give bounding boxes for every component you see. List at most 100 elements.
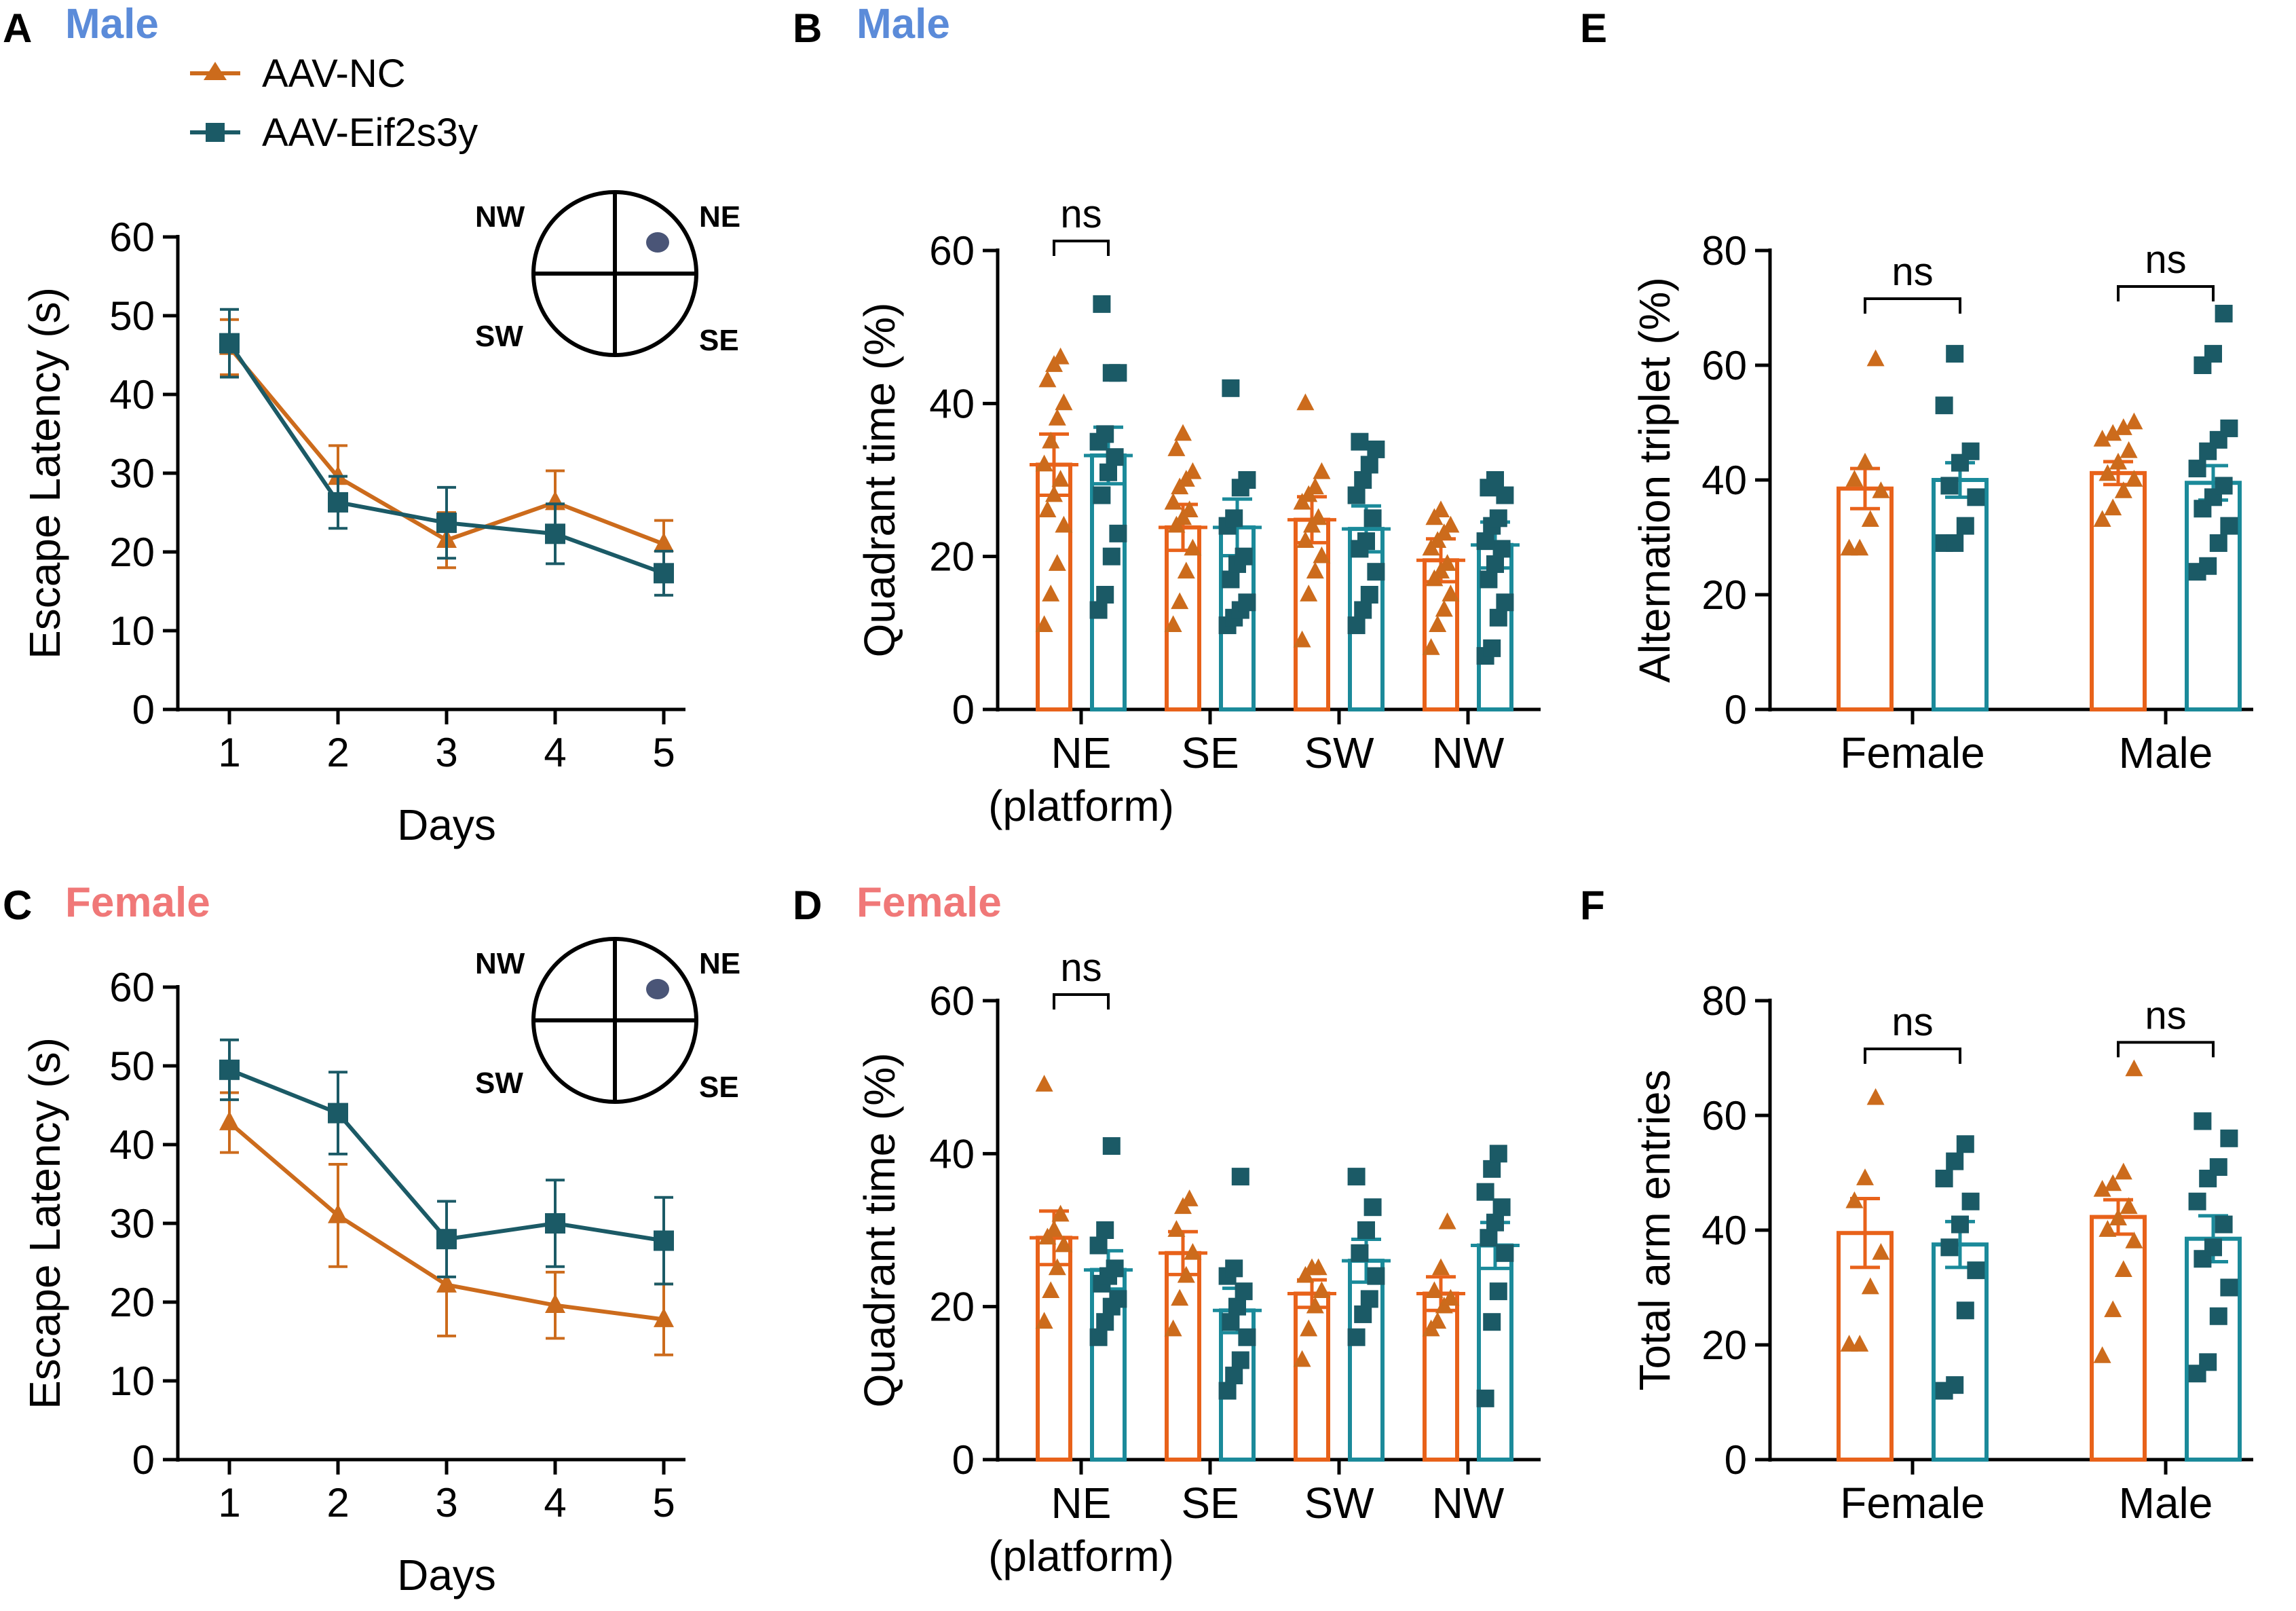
data-point [1432, 1258, 1450, 1276]
aav-eif2s3y-bar-group [1471, 1145, 1520, 1462]
significance-bracket: ns [2117, 993, 2215, 1058]
data-point [2188, 460, 2206, 478]
data-point [1177, 1265, 1195, 1283]
data-point [219, 1111, 240, 1130]
y-tick-label: 80 [1701, 228, 1747, 274]
data-point [1184, 1242, 1202, 1260]
y-axis-label: Quadrant time (%) [855, 1053, 904, 1408]
aav-eif2s3y-bar-group [1342, 432, 1391, 712]
x-tick-label: 5 [652, 730, 675, 775]
data-point [1851, 1335, 1869, 1352]
maze-sw-label: SW [475, 320, 523, 353]
data-point [1496, 486, 1514, 504]
data-point [1940, 1238, 1959, 1257]
data-point [545, 1213, 565, 1234]
y-tick-label: 30 [109, 451, 155, 496]
data-point [1961, 442, 1980, 460]
data-point [436, 513, 457, 534]
data-point [2093, 1180, 2111, 1197]
y-tick-label: 40 [929, 1131, 975, 1177]
series-aav-eif2s3y [219, 1038, 674, 1286]
data-point [1231, 1168, 1249, 1186]
data-point [545, 1293, 565, 1314]
aav-nc-bar-group [1159, 1189, 1207, 1462]
data-point [1300, 585, 1318, 601]
data-point [1946, 1152, 1964, 1170]
data-point [219, 1059, 240, 1080]
data-point [1164, 1319, 1182, 1337]
maze-nw-label: NW [475, 947, 525, 980]
x-tick-label: SW [1304, 728, 1374, 777]
aav-nc-bar-group [1837, 349, 1894, 711]
data-point [1035, 1075, 1053, 1092]
y-tick-label: 40 [109, 372, 155, 418]
data-point [1218, 1382, 1237, 1400]
data-point [2220, 1129, 2238, 1147]
data-point [1492, 1198, 1511, 1217]
data-point [1496, 593, 1514, 612]
data-point [1480, 570, 1498, 589]
data-point [1238, 1328, 1256, 1346]
data-point [1225, 1259, 1243, 1278]
data-point [1360, 586, 1378, 604]
data-point [2114, 1260, 2132, 1278]
data-point [1347, 486, 1366, 504]
legend: AAV-NC AAV-Eif2s3y [190, 52, 478, 155]
data-point [654, 563, 674, 584]
data-point [1429, 615, 1447, 632]
data-point [1489, 608, 1507, 627]
data-point [2209, 534, 2227, 552]
bar [1294, 517, 1330, 711]
legend-eif-marker [206, 123, 225, 142]
significance-label: ns [2145, 238, 2186, 282]
maze-ne-label: NE [699, 200, 740, 234]
data-point [1096, 1313, 1114, 1331]
data-point [1238, 593, 1256, 612]
data-point [1429, 1312, 1447, 1329]
bar [2090, 470, 2147, 711]
data-point [1167, 439, 1186, 456]
y-tick-label: 40 [1701, 458, 1747, 503]
data-point [654, 1308, 674, 1327]
x-tick-label: SW [1304, 1479, 1374, 1527]
data-point [2220, 419, 2238, 437]
significance-label: ns [1892, 1000, 1933, 1044]
data-point [1492, 540, 1511, 558]
data-point [1035, 454, 1053, 472]
significance-label: ns [1060, 946, 1102, 990]
y-tick-label: 10 [109, 608, 155, 654]
x-tick-label: SE [1181, 1479, 1239, 1527]
data-point [1048, 1258, 1066, 1276]
data-point [1476, 1183, 1494, 1201]
data-point [1306, 561, 1324, 579]
y-tick-label: 0 [132, 687, 155, 733]
data-point [1935, 396, 1953, 415]
data-point [2099, 464, 2117, 481]
x-tick-sublabel: (platform) [988, 1532, 1174, 1580]
data-point [1476, 532, 1494, 551]
data-point [2199, 557, 2217, 575]
x-tick-label: 2 [326, 730, 349, 775]
maze-ne-label: NE [699, 947, 740, 980]
bar [2185, 1236, 2242, 1462]
aav-nc-bar-group [1416, 1212, 1465, 1462]
data-point [1946, 534, 1964, 552]
data-point [1861, 1277, 1879, 1295]
panel-d-sex: Female [857, 879, 1002, 926]
data-point [1293, 1350, 1311, 1367]
data-point [2220, 517, 2238, 535]
data-point [1306, 1296, 1324, 1314]
data-point [1347, 1328, 1366, 1346]
x-tick-label: NW [1432, 1479, 1505, 1527]
data-point [2215, 477, 2233, 495]
data-point [2125, 470, 2143, 487]
data-point [1856, 1168, 1874, 1185]
data-point [1354, 1305, 1372, 1323]
data-point [1106, 448, 1124, 466]
aav-eif2s3y-bar-group [2185, 1112, 2242, 1462]
data-point [1425, 1281, 1444, 1299]
data-point [1089, 601, 1108, 619]
data-point [1313, 462, 1331, 479]
y-tick-label: 0 [1725, 687, 1747, 733]
